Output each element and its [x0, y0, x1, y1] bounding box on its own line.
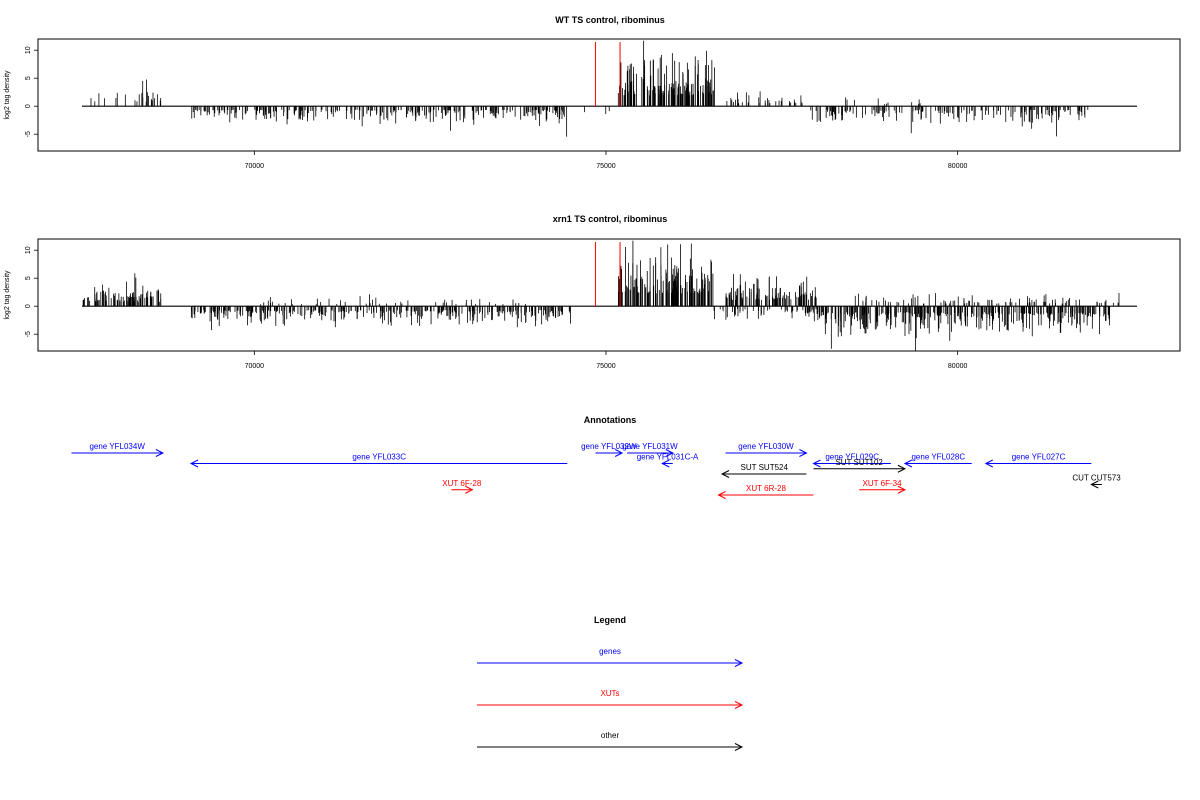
feature-arrow-head [897, 464, 907, 473]
legend-label: other [601, 731, 620, 740]
feature-arrow-head [665, 449, 674, 457]
feature-label: CUT CUT573 [1072, 474, 1121, 483]
x-tick-label: 80000 [948, 163, 968, 170]
wt-track-title: WT TS control, ribominus [555, 15, 665, 25]
feature-label: gene YFL029C [825, 453, 879, 462]
feature-label: SUT SUT102 [835, 458, 883, 467]
feature-label: gene YFL033C [352, 453, 406, 462]
annotations-title: Annotations [584, 415, 637, 425]
feature-label: gene YFL027C [1012, 453, 1066, 462]
annotations-panel: Annotations gene YFL034W gene YFL033C gene… [71, 415, 1121, 499]
y-tick-label: 5 [25, 276, 32, 280]
xrn1-track-plot-frame [37, 238, 1181, 352]
xrn1-track-ylabel: log2 tag density [4, 270, 11, 320]
xrn1-track-panel: xrn1 TS control, ribominus log2 tag dens… [4, 214, 1181, 370]
wt-track-ylabel: log2 tag density [4, 70, 11, 120]
legend-title: Legend [594, 615, 626, 625]
legend-items: genes XUTs other [477, 647, 744, 751]
xrn1-track-axes: -5 0 5 10 70000 75000 80000 [25, 246, 967, 370]
feature-arrow-head [661, 459, 670, 468]
y-tick-label: 0 [25, 304, 32, 308]
x-tick-label: 70000 [245, 163, 265, 170]
legend-label: XUTs [600, 689, 619, 698]
feature-label: gene YFL032W [581, 442, 637, 451]
legend-arrow-head [734, 659, 744, 667]
legend-panel: Legend genes XUTs other [477, 615, 744, 751]
y-tick-label: 5 [25, 76, 32, 80]
feature-label: gene YFL031W [622, 442, 678, 451]
wt-track-axes: -5 0 5 10 70000 75000 80000 [25, 46, 967, 170]
x-tick-label: 70000 [245, 363, 265, 370]
legend-label: genes [599, 647, 621, 656]
feature-label: gene YFL034W [89, 442, 145, 451]
feature-arrow-head [984, 459, 994, 468]
x-tick-label: 75000 [596, 163, 616, 170]
feature-arrow-head [1090, 480, 1099, 489]
y-tick-label: 10 [25, 46, 32, 54]
feature-arrow-head [720, 470, 730, 478]
wt-track-panel: WT TS control, ribominus log2 tag densit… [4, 15, 1181, 170]
xrn1-track-title: xrn1 TS control, ribominus [553, 214, 668, 224]
feature-label: gene YFL030W [738, 442, 794, 451]
wt-track-bars [82, 40, 1137, 137]
feature-label: SUT SUT524 [741, 463, 789, 472]
feature-label: XUT 6F-28 [442, 479, 482, 488]
feature-arrow-head [903, 459, 913, 468]
xrn1-track-bars [82, 240, 1137, 351]
feature-arrow-head [799, 449, 808, 457]
wt-track-plot-frame [37, 38, 1181, 152]
feature-label: XUT 6R-28 [746, 484, 786, 493]
y-tick-label: 10 [25, 246, 32, 254]
x-tick-label: 80000 [948, 363, 968, 370]
feature-label: XUT 6F-34 [863, 479, 903, 488]
legend-arrow-head [734, 743, 744, 751]
x-tick-label: 75000 [596, 363, 616, 370]
feature-arrow-head [614, 449, 624, 457]
feature-label: gene YFL028C [911, 453, 965, 462]
y-tick-label: -5 [25, 131, 32, 137]
y-tick-label: 0 [25, 104, 32, 108]
feature-arrow-head [189, 459, 199, 468]
feature-arrow-head [155, 449, 165, 457]
feature-arrow-head [465, 485, 474, 494]
feature-arrow-head [897, 485, 907, 494]
legend-arrow-head [734, 701, 744, 709]
y-tick-label: -5 [25, 331, 32, 337]
feature-arrow-head [812, 459, 821, 468]
feature-label: gene YFL031C-A [637, 453, 699, 462]
feature-arrow-head [717, 491, 726, 499]
